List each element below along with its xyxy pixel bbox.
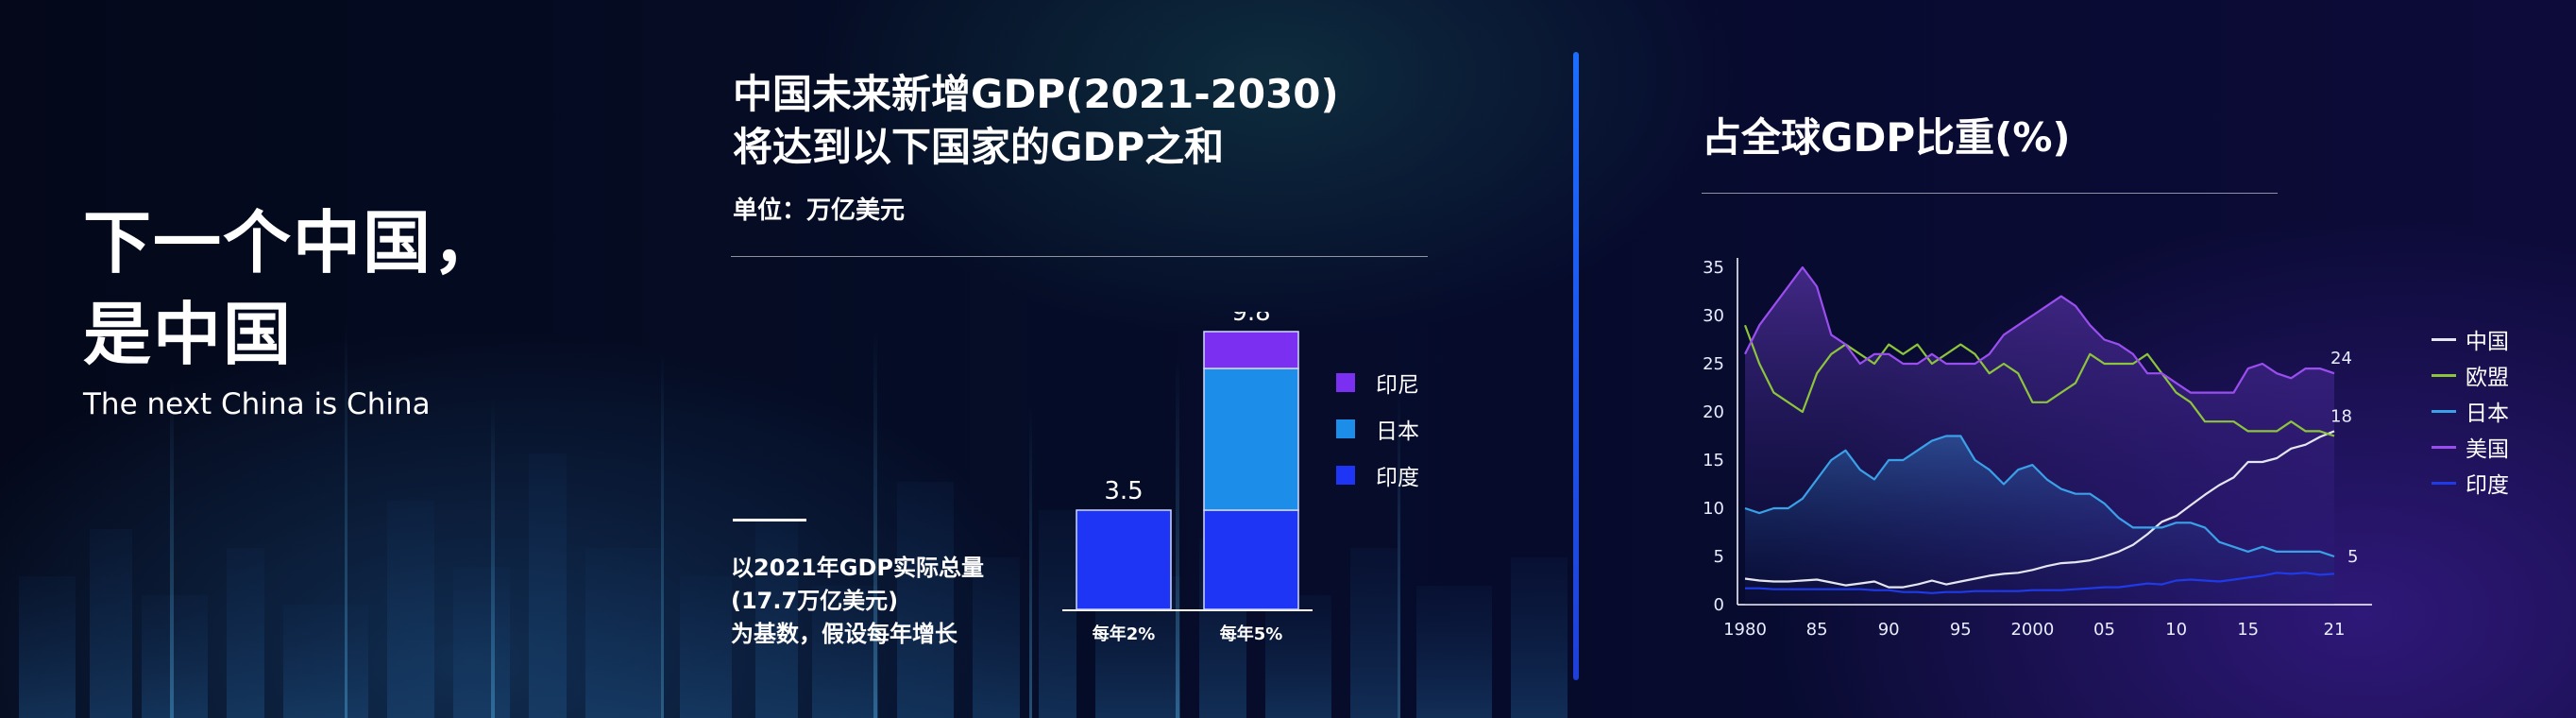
headline-line-1: 下一个中国，	[83, 203, 503, 282]
x-tick-label-90: 90	[1878, 620, 1900, 640]
subtitle-english: The next China is China	[83, 387, 431, 421]
line-legend-india-swatch	[2432, 481, 2456, 485]
x-tick-label-21: 21	[2324, 620, 2346, 640]
legend-indonesia-label: 印尼	[1376, 373, 1419, 398]
note-line-2: (17.7万亿美元)	[731, 588, 899, 614]
line-legend-china: 中国	[2432, 323, 2509, 355]
x-tick-label-1980: 1980	[1723, 620, 1767, 640]
bar-total-label-2: 9.8	[1231, 312, 1270, 327]
bar-segment-indonesia-2	[1203, 331, 1299, 369]
bar-segment-india-2	[1203, 509, 1299, 610]
note-line-1: 以2021年GDP实际总量	[731, 555, 985, 581]
line-legend-us: 美国	[2432, 431, 2509, 463]
x-tick-label-95: 95	[1950, 620, 1972, 640]
x-tick-label-2000: 2000	[2010, 620, 2054, 640]
y-tick-label-25: 25	[1703, 354, 1724, 374]
end-label-china: 18	[2330, 406, 2352, 426]
line-legend-china-swatch	[2432, 337, 2456, 341]
legend-india-label: 印度	[1376, 466, 1419, 490]
y-tick-label-15: 15	[1703, 451, 1724, 470]
legend-indonesia: 印尼	[1336, 367, 1419, 399]
bar-segment-india-1	[1076, 509, 1172, 610]
unit-label: 单位：万亿美元	[733, 197, 906, 225]
note-line-3: 为基数，假设每年增长	[731, 621, 958, 647]
legend-japan-swatch	[1336, 419, 1355, 438]
line-legend-eu: 欧盟	[2432, 359, 2509, 391]
y-tick-label-20: 20	[1703, 402, 1724, 422]
headline-line-2: 是中国	[83, 295, 294, 374]
y-tick-label-10: 10	[1703, 499, 1724, 519]
note-accent-line	[733, 519, 806, 521]
right-chart-title: 占全球GDP比重(%)	[1702, 114, 2071, 161]
line-legend-japan: 日本	[2432, 395, 2509, 427]
y-tick-label-30: 30	[1703, 306, 1724, 326]
x-tick-label-05: 05	[2093, 620, 2115, 640]
end-label-us: 24	[2330, 349, 2352, 368]
y-tick-label-35: 35	[1703, 258, 1724, 278]
series-line-us	[1744, 265, 2335, 394]
line-legend-india: 印度	[2432, 467, 2509, 499]
section-divider	[1573, 52, 1579, 680]
legend-japan: 日本	[1336, 413, 1419, 445]
y-tick-label-5: 5	[1714, 547, 1724, 567]
line-legend-us-label: 美国	[2466, 437, 2509, 462]
middle-title-line-1: 中国未来新增GDP(2021-2030)	[733, 71, 1339, 117]
x-tick-label-85: 85	[1806, 620, 1828, 640]
stacked-bar-chart: 3.5 每年2% 9.8 每年5%	[1062, 312, 1313, 644]
series-line-japan	[1744, 435, 2335, 558]
middle-title-line-2: 将达到以下国家的GDP之和	[733, 124, 1225, 170]
line-legend-eu-label: 欧盟	[2466, 366, 2509, 390]
legend-japan-label: 日本	[1376, 419, 1419, 444]
bar-total-label-1: 3.5	[1104, 477, 1143, 505]
bar-category-label-2: 每年5%	[1220, 624, 1283, 644]
y-tick-label-0: 0	[1714, 595, 1724, 615]
line-legend-china-label: 中国	[2466, 330, 2509, 354]
legend-india: 印度	[1336, 459, 1419, 491]
line-legend-india-label: 印度	[2466, 473, 2509, 498]
line-legend-us-swatch	[2432, 445, 2456, 449]
city-skyline-background	[19, 321, 1568, 718]
series-line-india	[1745, 572, 2335, 594]
series-line-eu	[1743, 324, 2335, 437]
x-tick-label-15: 15	[2237, 620, 2259, 640]
legend-india-swatch	[1336, 466, 1355, 485]
middle-title-divider	[731, 256, 1428, 257]
x-tick-label-10: 10	[2165, 620, 2187, 640]
legend-indonesia-swatch	[1336, 373, 1355, 392]
line-legend-japan-label: 日本	[2466, 402, 2509, 426]
line-legend-eu-swatch	[2432, 373, 2456, 377]
series-line-china	[1744, 430, 2335, 589]
line-legend-japan-swatch	[2432, 409, 2456, 413]
bar-segment-japan-2	[1203, 368, 1299, 511]
end-label-japan: 5	[2347, 547, 2358, 567]
right-title-divider	[1702, 193, 2278, 194]
bar-category-label-1: 每年2%	[1093, 624, 1156, 644]
area-japan	[1745, 436, 2334, 605]
